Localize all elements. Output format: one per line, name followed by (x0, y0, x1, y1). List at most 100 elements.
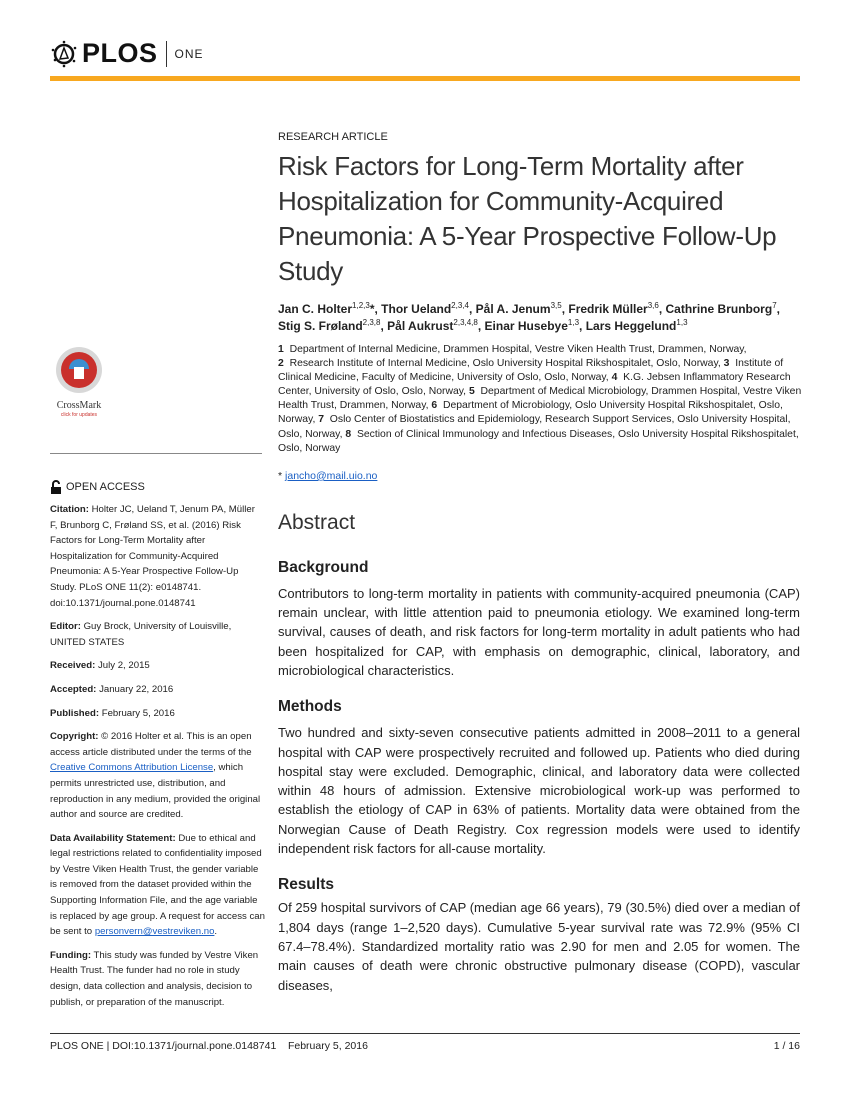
author-list: Jan C. Holter1,2,3*, Thor Ueland2,3,4, P… (278, 301, 780, 334)
results-text: Of 259 hospital survivors of CAP (median… (278, 900, 800, 993)
funding-text: This study was funded by Vestre Viken He… (50, 949, 259, 1008)
copyright: Copyright: © 2016 Holter et al. This is … (50, 729, 265, 823)
corresponding-author-mark: * (369, 302, 375, 316)
published-date: February 5, 2016 (101, 707, 175, 719)
citation-text: Holter JC, Ueland T, Jenum PA, Müller F,… (50, 504, 255, 609)
author-name: Stig S. Frøland (278, 319, 363, 333)
citation-label: Citation: (50, 504, 89, 515)
page-number: 1 / 16 (773, 1040, 800, 1052)
plos-globe-icon (51, 40, 77, 67)
received-label: Received: (50, 660, 96, 672)
footer-divider (50, 1033, 800, 1034)
author-affiliation-numbers: 2,3,4 (451, 301, 469, 310)
affiliation-text: Oslo Center of Biostatistics and Epidemi… (278, 414, 791, 440)
crossmark-icon (56, 347, 102, 393)
copyright-text-end: , which permits unrestricted use, distri… (50, 762, 261, 821)
accepted-date: January 22, 2016 (99, 683, 174, 695)
affiliation: 6 Department of Microbiology, Oslo Unive… (278, 400, 783, 425)
sidebar: OPEN ACCESS Citation: Holter JC, Ueland … (50, 480, 265, 1010)
license-link[interactable]: Creative Commons Attribution License (50, 762, 214, 774)
affiliation-number: 3 (723, 358, 730, 370)
affiliation: 5 Department of Medical Microbiology, Dr… (278, 386, 801, 411)
author-name: Thor Ueland (381, 302, 452, 316)
author-affiliation-numbers: 1,3 (567, 318, 580, 327)
background-heading: Background (278, 558, 369, 576)
author-name: Jan C. Holter (278, 302, 353, 316)
author: Lars Heggelund1,3 (585, 318, 688, 334)
open-access-label: OPEN ACCESS (66, 481, 145, 493)
author-name: Pål A. Jenum (475, 302, 551, 316)
corresponding-author: * jancho@mail.uio.no (278, 469, 803, 483)
received: Received: July 2, 2015 (50, 658, 265, 674)
funding-label: Funding: (50, 949, 92, 961)
accepted: Accepted: January 22, 2016 (50, 682, 265, 698)
logo-divider (165, 40, 167, 67)
copyright-text: © 2016 Holter et al. This is an open acc… (50, 731, 252, 758)
affiliation-number: 6 (431, 400, 438, 412)
author: Stig S. Frøland2,3,8 (278, 319, 380, 334)
author-affiliation-numbers: 3,6 (647, 301, 659, 310)
author-name: Einar Husebye (484, 319, 568, 333)
accepted-label: Accepted: (50, 683, 97, 695)
data-availability-label: Data Availability Statement: (50, 832, 176, 844)
crossmark-label: CrossMark (56, 400, 102, 411)
background-text: Contributors to long-term mortality in p… (278, 585, 800, 678)
author: Cathrine Brunborg7 (666, 301, 777, 317)
editor-label: Editor: (50, 621, 81, 633)
methods-heading: Methods (278, 698, 342, 716)
open-lock-icon (51, 480, 61, 494)
plos-one-logo: PLOS ONE (50, 38, 204, 69)
received-date: July 2, 2015 (98, 660, 150, 672)
affiliations: 1 Department of Internal Medicine, Dramm… (278, 343, 803, 456)
affiliation-text: Department of Medical Microbiology, Dram… (278, 386, 802, 412)
header-accent-bar (50, 76, 800, 81)
sidebar-divider (50, 453, 262, 454)
author-name: Lars Heggelund (585, 319, 677, 333)
published-label: Published: (50, 707, 100, 719)
affiliation: 7 Oslo Center of Biostatistics and Epide… (278, 414, 790, 439)
author: Thor Ueland2,3,4 (381, 301, 469, 317)
affiliation-number: 2 (278, 358, 284, 370)
data-availability-text: Due to ethical and legal restrictions re… (50, 832, 265, 938)
affiliation-text: Section of Clinical Immunology and Infec… (278, 428, 799, 454)
data-request-email-link[interactable]: personvern@vestreviken.no (94, 926, 215, 938)
affiliation-text: Institute of Clinical Medicine, Faculty … (278, 358, 784, 384)
author: Pål A. Jenum3,5 (475, 301, 562, 317)
data-availability-end: . (214, 926, 218, 938)
crossmark-sub: click for updates (60, 412, 98, 418)
footer-citation: PLOS ONE | DOI:10.1371/journal.pone.0148… (50, 1040, 368, 1052)
author-name: Fredrik Müller (568, 302, 648, 316)
author-affiliation-numbers: 1,3 (676, 318, 688, 327)
author-affiliation-numbers: 2,3,4,8 (453, 318, 478, 327)
author-affiliation-numbers: 7 (772, 301, 777, 310)
corresponding-email-link[interactable]: jancho@mail.uio.no (285, 469, 378, 482)
footer-date: February 5, 2016 (287, 1040, 368, 1052)
affiliation: 8 Section of Clinical Immunology and Inf… (278, 429, 799, 454)
affiliation-number: 1 (278, 344, 284, 355)
affiliation-number: 7 (318, 414, 325, 426)
journal-name: ONE (174, 46, 204, 61)
author: Pål Aukrust2,3,4,8 (387, 318, 478, 334)
affiliation-text: Research Institute of Internal Medicine,… (289, 358, 721, 370)
copyright-label: Copyright: (50, 731, 99, 743)
affiliation: 1 Department of Internal Medicine, Dramm… (278, 344, 747, 355)
brand-name: PLOS (82, 38, 158, 68)
affiliation: 3 Institute of Clinical Medicine, Facult… (278, 358, 783, 383)
footer-doi: PLOS ONE | DOI:10.1371/journal.pone.0148… (50, 1040, 277, 1052)
citation: Citation: Holter JC, Ueland T, Jenum PA,… (50, 502, 265, 611)
affiliation-text: Department of Internal Medicine, Drammen… (289, 344, 747, 355)
affiliation-number: 4 (611, 372, 618, 384)
crossmark-badge[interactable]: CrossMark click for updates (52, 345, 106, 419)
open-access: OPEN ACCESS (50, 480, 265, 494)
author-affiliation-numbers: 1,2,3 (352, 301, 370, 310)
funding: Funding: This study was funded by Vestre… (50, 948, 265, 1010)
author-name: Pål Aukrust (387, 319, 454, 333)
affiliation: 4 K.G. Jebsen Inflammatory Research Cent… (278, 372, 791, 397)
results-heading: Results (278, 876, 334, 894)
data-availability: Data Availability Statement: Due to ethi… (50, 831, 265, 940)
author: Einar Husebye1,3 (484, 318, 580, 334)
editor-text: Guy Brock, University of Louisville, UNI… (50, 621, 232, 648)
abstract-heading: Abstract (278, 510, 356, 534)
author-affiliation-numbers: 3,5 (550, 301, 562, 310)
editor: Editor: Guy Brock, University of Louisvi… (50, 619, 265, 650)
